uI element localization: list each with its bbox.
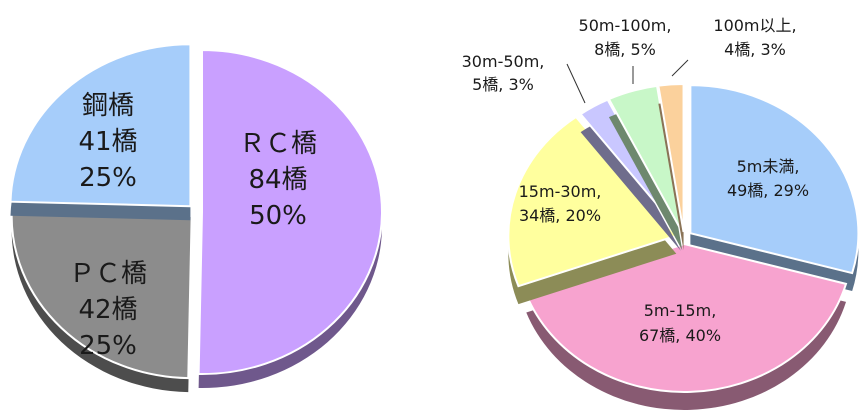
- slice-value-30-50m: 5橋, 3%: [472, 75, 534, 94]
- pie2-slice-side-4: [608, 103, 683, 251]
- slice-percent-steel: 25%: [79, 163, 137, 193]
- slice-label-steel: 鋼橋: [82, 91, 134, 121]
- pie-bridge-length: 5m未満, 49橋, 29% 5m-15m, 67橋, 40% 15m-30m,…: [462, 16, 860, 410]
- pie1-slice-0: [197, 49, 383, 376]
- pie-bridge-type: ＲＣ橋 84橋 50% ＰＣ橋 42橋 25% 鋼橋 41橋 25%: [9, 43, 383, 393]
- slice-count-rc: 84橋: [248, 165, 307, 195]
- slice-label-30-50m: 30m-50m,: [462, 52, 545, 71]
- slice-label-pc: ＰＣ橋: [69, 259, 147, 289]
- pie2-slice-5: [657, 83, 685, 233]
- slice-percent-rc: 50%: [249, 201, 307, 231]
- slice-label-50-100m: 50m-100m,: [579, 16, 672, 35]
- slice-count-pc: 42橋: [78, 295, 137, 325]
- leader-line-100-plus: [671, 59, 689, 77]
- pie2-slice-4: [607, 84, 684, 233]
- pie2-slice-0: [689, 84, 860, 275]
- pie2-slice-1: [524, 242, 848, 393]
- slice-label-100m-plus: 100m以上,: [713, 16, 796, 35]
- slice-value-5-15m: 67橋, 40%: [639, 326, 721, 345]
- slice-label-under-5m: 5m未満,: [737, 157, 800, 176]
- slice-label-5-15m: 5m-15m,: [644, 301, 717, 320]
- pie1-slice-1: [10, 210, 193, 380]
- slice-value-50-100m: 8橋, 5%: [594, 40, 656, 59]
- slice-value-15-30m: 34橋, 20%: [519, 206, 601, 225]
- slice-label-rc: ＲＣ橋: [239, 129, 317, 159]
- slice-percent-pc: 25%: [79, 331, 137, 361]
- pie1-slice-2: [9, 43, 192, 208]
- slice-value-under-5m: 49橋, 29%: [727, 181, 809, 200]
- pie2-slice-2: [507, 115, 679, 288]
- slice-count-steel: 41橋: [78, 127, 137, 157]
- slice-value-100m-plus: 4橋, 3%: [724, 40, 786, 59]
- leader-line-30-50: [566, 63, 586, 104]
- slice-label-15-30m: 15m-30m,: [519, 182, 602, 201]
- pie2-slice-side-3: [580, 117, 681, 251]
